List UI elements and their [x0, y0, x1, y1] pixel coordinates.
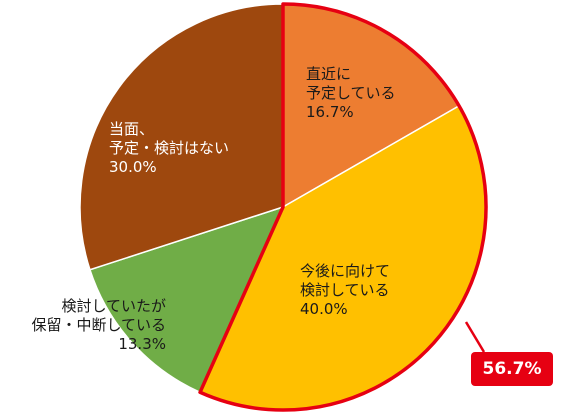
- slice-label-line: 検討している: [300, 281, 390, 299]
- slice-value-label: 30.0%: [109, 158, 157, 176]
- slice-label-near-term: 直近に 予定している 16.7%: [306, 65, 396, 122]
- callout-leader-line: [464, 321, 486, 353]
- slice-label-no-plans: 当面、 予定・検討はない 30.0%: [109, 120, 229, 177]
- highlight-outline: [198, 2, 488, 412]
- highlight-total-badge: 56.7%: [471, 352, 553, 386]
- slice-label-on-hold: 検討していたが 保留・中断している 13.3%: [31, 297, 166, 354]
- pie-slice-3: [79, 3, 284, 271]
- slice-label-line: 保留・中断している: [31, 316, 166, 334]
- slice-value-label: 16.7%: [306, 103, 354, 121]
- slice-label-line: 当面、: [109, 120, 155, 138]
- slice-label-line: 予定している: [306, 84, 396, 102]
- slice-value-label: 40.0%: [300, 300, 348, 318]
- slice-label-line: 今後に向けて: [300, 262, 391, 280]
- slice-label-line: 検討していたが: [61, 297, 166, 315]
- slice-label-line: 直近に: [306, 65, 352, 83]
- pie-slice-2: [88, 205, 285, 394]
- slice-value-label: 13.3%: [118, 335, 166, 353]
- slice-label-line: 予定・検討はない: [109, 139, 230, 157]
- slice-label-considering: 今後に向けて 検討している 40.0%: [300, 262, 390, 319]
